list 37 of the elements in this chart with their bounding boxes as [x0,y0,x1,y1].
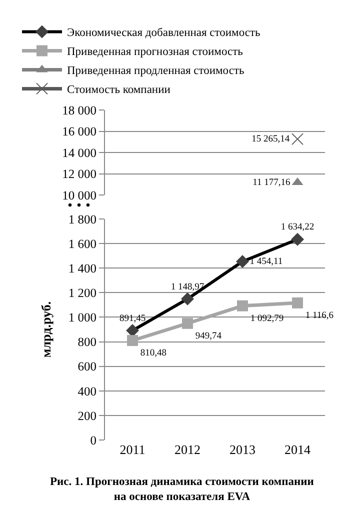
text: Рис. 1. Прогнозная динамика стоимости компании на основе показателя EVA [50,476,314,503]
y-tick-label: 16 000 [62,124,96,139]
y-tick-label: 600 [78,360,96,374]
x-tick-label: 2012 [174,442,200,457]
y-tick-label: 1 800 [68,212,96,226]
x-tick-label: 2011 [120,442,146,457]
legend-label: Приведенная прогнозная стоимость [67,46,243,58]
data-label: 810,48 [140,348,167,358]
y-tick-label: 0 [90,433,96,448]
y-tick-label: 1 000 [68,310,96,325]
legend-label: Приведенная продленная стоимость [67,65,244,78]
data-label: 1 092,79 [250,314,284,324]
y-tick-label: 12 000 [62,167,96,182]
x-tick-label: 2014 [284,442,311,457]
legend-label: Экономическая добавленная стоимость [67,27,260,40]
y-tick-label: 200 [78,408,96,423]
data-label: 1 634,22 [280,222,314,233]
point [292,297,303,308]
y-tick-label: 800 [78,335,96,350]
y-axis-title: млрд.руб. [38,301,54,358]
y-tick-label: 18 000 [62,103,96,118]
y-tick-label: 10 000 [62,188,96,202]
point [237,300,248,312]
legend-label: Стоимость компании [67,84,170,96]
y-tick-label: 1 600 [68,236,96,251]
data-label: 11 177,16 [252,178,290,188]
point [127,334,138,346]
y-tick-label: 1 200 [68,286,96,300]
y-tick-label: 14 000 [62,146,96,160]
point [182,318,193,329]
data-label: 1 116,6 [305,310,334,321]
y-tick-label: 1 400 [68,261,96,276]
data-label: 15 265,14 [252,134,290,144]
data-label: 949,74 [195,331,222,342]
y-tick-label: 400 [78,384,96,398]
data-label: 891,45 [119,314,146,324]
x-tick-label: 2013 [230,442,256,457]
